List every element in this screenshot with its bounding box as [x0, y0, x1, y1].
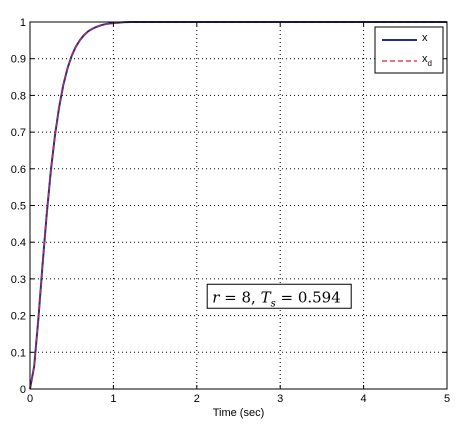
x-tick-label: 5	[444, 393, 450, 405]
y-tick-label: 0.7	[11, 127, 26, 139]
annotation-ts-subscript: s	[271, 298, 276, 309]
legend-label-x-d-main: x	[422, 53, 428, 65]
annotation: r = 8, Ts = 0.594	[206, 283, 352, 309]
legend-label-x: x	[422, 32, 428, 44]
annotation-text: r = 8, Ts = 0.594	[212, 288, 341, 309]
annotation-equals-2: =	[276, 288, 298, 306]
x-tick-label: 0	[27, 393, 33, 405]
x-tick-label: 2	[194, 393, 200, 405]
tick-layer: 0 1 2 3 4 5 0 0.1 0.2 0.3 0.4 0.5 0.6 0.7 0.8 0.9 1	[11, 17, 450, 405]
y-tick-label: 0	[20, 384, 26, 396]
legend-label-x-d-subscript: d	[428, 59, 432, 68]
y-tick-label: 0.1	[11, 347, 26, 359]
legend: x xd	[374, 26, 444, 74]
grid	[30, 22, 447, 389]
legend-label-x-d: xd	[422, 53, 432, 68]
y-tick-label: 0.4	[11, 237, 26, 249]
legend-box	[374, 26, 444, 74]
x-tick-label: 3	[277, 393, 283, 405]
y-tick-label: 0.9	[11, 54, 26, 66]
annotation-r-symbol: r	[212, 288, 220, 306]
y-tick-label: 1	[20, 17, 26, 29]
y-tick-label: 0.6	[11, 164, 26, 176]
annotation-r-value: 8	[241, 288, 251, 306]
annotation-box	[206, 283, 352, 309]
y-tick-label: 0.8	[11, 90, 26, 102]
annotation-equals: =	[219, 288, 241, 306]
y-tick-label: 0.2	[11, 311, 26, 323]
annotation-ts-symbol: T	[261, 288, 272, 306]
y-tick-label: 0.3	[11, 274, 26, 286]
y-tick-label: 0.5	[11, 201, 26, 213]
legend-label-x-main: x	[422, 32, 428, 44]
x-tick-label: 1	[110, 393, 116, 405]
x-axis-label: Time (sec)	[213, 407, 265, 419]
x-tick-label: 4	[361, 393, 367, 405]
annotation-comma: ,	[251, 288, 261, 306]
annotation-ts-value: 0.594	[298, 288, 341, 306]
